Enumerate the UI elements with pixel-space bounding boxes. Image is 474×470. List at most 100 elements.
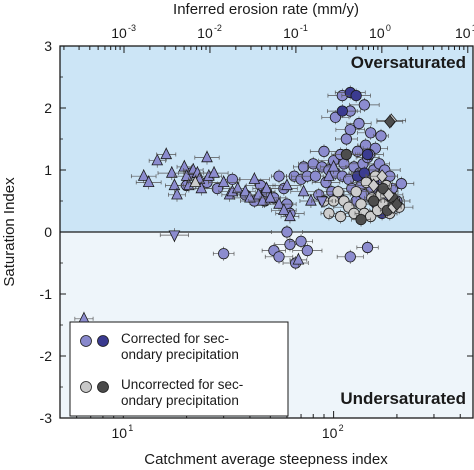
data-points — [74, 85, 415, 326]
data-point — [259, 190, 281, 205]
circle-marker — [368, 195, 380, 207]
y-axis-title: Saturation Index — [1, 177, 18, 287]
x-tick-exponent: 2 — [339, 423, 344, 433]
legend-corrected-dark-marker — [97, 335, 109, 347]
legend-corrected-light-marker — [80, 335, 92, 347]
data-point — [252, 181, 281, 196]
x2-axis-title: Inferred erosion rate (mm/y) — [173, 1, 359, 18]
triangle-marker — [278, 203, 290, 215]
circle-marker — [295, 235, 307, 247]
data-point — [336, 249, 364, 264]
data-point — [345, 169, 370, 184]
data-point — [280, 209, 300, 224]
data-point — [329, 209, 352, 224]
x-tick-exponent: 1 — [128, 423, 133, 433]
diamond-marker — [384, 114, 396, 129]
circle-marker — [284, 238, 296, 250]
data-point — [272, 178, 302, 193]
triangle-marker — [171, 187, 183, 200]
x2-axis: 10-310-210-1100101 — [63, 23, 474, 53]
data-point — [212, 246, 235, 261]
triangle-marker — [142, 175, 155, 188]
circle-marker — [273, 170, 285, 182]
circle-marker — [355, 214, 367, 226]
data-point — [290, 184, 317, 199]
data-point — [351, 197, 371, 212]
data-point — [326, 184, 350, 199]
diamond-marker — [376, 169, 388, 184]
data-point — [357, 178, 390, 193]
triangle-marker — [178, 159, 191, 172]
triangle-marker — [252, 187, 265, 200]
circle-marker — [361, 148, 374, 161]
data-point — [165, 178, 184, 193]
triangle-marker — [297, 184, 310, 197]
data-point — [359, 147, 376, 162]
data-point — [289, 234, 314, 249]
x2-tick-exponent: 0 — [386, 23, 391, 33]
y-tick-label: 1 — [44, 162, 52, 178]
data-point — [319, 159, 348, 174]
data-point — [274, 237, 306, 252]
data-point — [156, 147, 177, 162]
y-tick-label: -1 — [40, 286, 53, 302]
triangle-marker — [323, 169, 335, 181]
data-point — [380, 187, 398, 202]
data-point — [199, 166, 229, 181]
data-point — [356, 240, 379, 255]
data-point — [189, 181, 214, 196]
data-point — [388, 176, 415, 191]
circle-marker — [340, 133, 352, 145]
triangle-marker — [137, 169, 150, 181]
data-point — [374, 181, 392, 196]
legend-corrected-line1: Corrected for sec- — [121, 331, 229, 346]
legend-uncorrected-line2: ondary precipitation — [121, 393, 239, 408]
y-tick-label: 3 — [44, 38, 52, 54]
data-point — [376, 114, 404, 129]
triangle-marker — [305, 193, 317, 206]
data-point — [264, 197, 294, 212]
circle-marker — [332, 186, 344, 198]
circle-marker — [301, 245, 313, 257]
data-point — [299, 193, 323, 208]
triangle-marker — [284, 209, 296, 222]
data-point — [176, 159, 192, 174]
data-point — [311, 194, 333, 209]
circle-marker — [395, 178, 407, 190]
x-axis-title: Catchment average steepness index — [144, 451, 388, 468]
circle-marker — [365, 127, 377, 139]
triangle-marker — [201, 150, 213, 163]
circle-marker — [273, 251, 285, 263]
data-point — [341, 88, 371, 103]
legend-corrected-line2: ondary precipitation — [121, 347, 239, 362]
circle-marker — [358, 99, 370, 111]
triangle-marker — [217, 175, 230, 188]
data-point — [365, 194, 382, 208]
data-point — [130, 169, 157, 184]
triangle-marker — [180, 169, 193, 181]
triangle-marker — [292, 252, 305, 265]
data-point — [238, 172, 270, 187]
circle-marker — [344, 124, 356, 136]
triangle-marker — [264, 190, 277, 203]
data-point — [320, 169, 338, 184]
data-point — [194, 150, 220, 165]
data-point — [250, 187, 267, 202]
circle-marker — [336, 105, 348, 117]
data-point — [234, 184, 256, 199]
data-point — [327, 104, 358, 119]
triangle-down-marker — [316, 196, 328, 209]
data-point — [351, 212, 371, 227]
diamond-marker — [383, 187, 395, 202]
triangle-marker — [168, 178, 181, 191]
x2-tick-exponent: -2 — [214, 23, 222, 33]
triangle-marker — [208, 166, 220, 178]
triangle-marker — [195, 181, 208, 194]
triangle-marker — [260, 181, 273, 194]
plot-frame — [59, 45, 474, 419]
triangle-marker — [189, 175, 202, 188]
data-point — [187, 175, 203, 190]
x2-tick-label: 10 — [197, 25, 213, 41]
data-point — [321, 110, 350, 125]
